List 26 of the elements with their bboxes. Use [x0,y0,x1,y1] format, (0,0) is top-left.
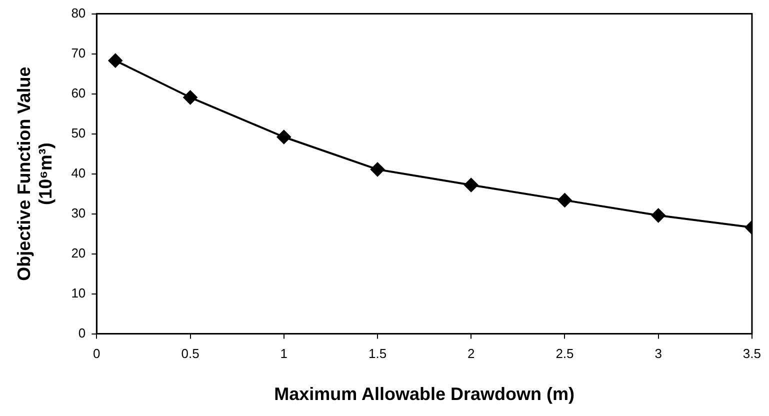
x-tick-label: 1 [280,346,288,362]
y-tick-label: 10 [71,285,86,300]
x-axis-title: Maximum Allowable Drawdown (m) [274,384,574,404]
point [558,193,572,208]
point [651,208,666,222]
point [183,90,198,104]
x-tick-label: 1.5 [368,346,387,362]
point [370,162,385,176]
y-tick-label: 70 [71,45,86,60]
y-tick-label: 60 [71,85,86,100]
point [276,130,291,144]
y-tick-label: 30 [71,205,86,220]
point [108,54,122,68]
x-tick-label: 3.5 [742,346,762,362]
x-tick-label: 2.5 [556,346,574,362]
y-tick-label: 0 [78,325,86,340]
y-tick-label: 40 [71,165,86,180]
y-axis-title: Objective Function Value (10⁶m³) [14,66,56,281]
x-tick-label: 0.5 [181,346,200,362]
x-tick-label: 3 [654,346,662,362]
point [464,178,478,192]
x-tick-label: 0 [93,346,100,362]
x-tick-label: 2 [468,346,475,362]
y-tick-label: 20 [71,245,86,260]
y-tick-label: 80 [71,5,86,20]
y-tick-label: 50 [71,125,86,140]
